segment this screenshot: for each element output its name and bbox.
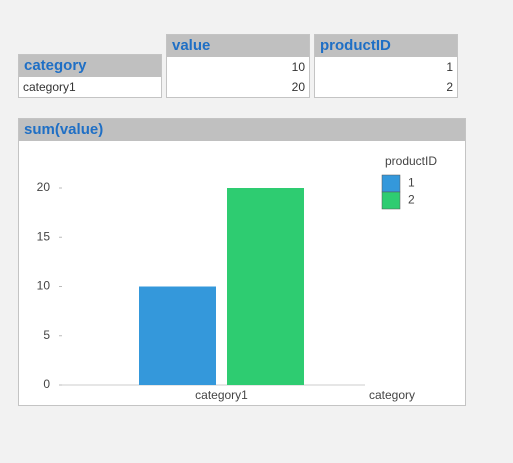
table-cell: 1 [446, 60, 453, 74]
table-header: productID [315, 35, 457, 57]
table: value 10 20 [166, 34, 310, 98]
table-cell: 20 [291, 80, 305, 94]
bar [227, 188, 304, 385]
table: productID 1 2 [314, 34, 458, 98]
x-axis-title: category [369, 388, 415, 402]
y-tick-label: 5 [43, 328, 50, 342]
y-tick-label: 15 [37, 229, 51, 243]
legend-title: productID [385, 154, 437, 168]
legend-label: 2 [408, 193, 415, 207]
table-cell: 2 [446, 80, 453, 94]
table-cell: category1 [23, 80, 76, 94]
bar [139, 286, 216, 385]
table-cell: 10 [291, 60, 305, 74]
y-tick-label: 10 [37, 279, 51, 293]
chart-title: sum(value) [19, 119, 465, 141]
x-tick-label: category1 [195, 388, 248, 402]
table-header: value [167, 35, 309, 57]
y-tick-label: 20 [37, 180, 51, 194]
legend-label: 1 [408, 176, 415, 190]
table-header: category [19, 55, 161, 77]
legend-swatch [381, 191, 401, 210]
table: category category1 [18, 54, 162, 98]
legend-swatch [381, 174, 401, 193]
y-tick-label: 0 [43, 377, 50, 391]
